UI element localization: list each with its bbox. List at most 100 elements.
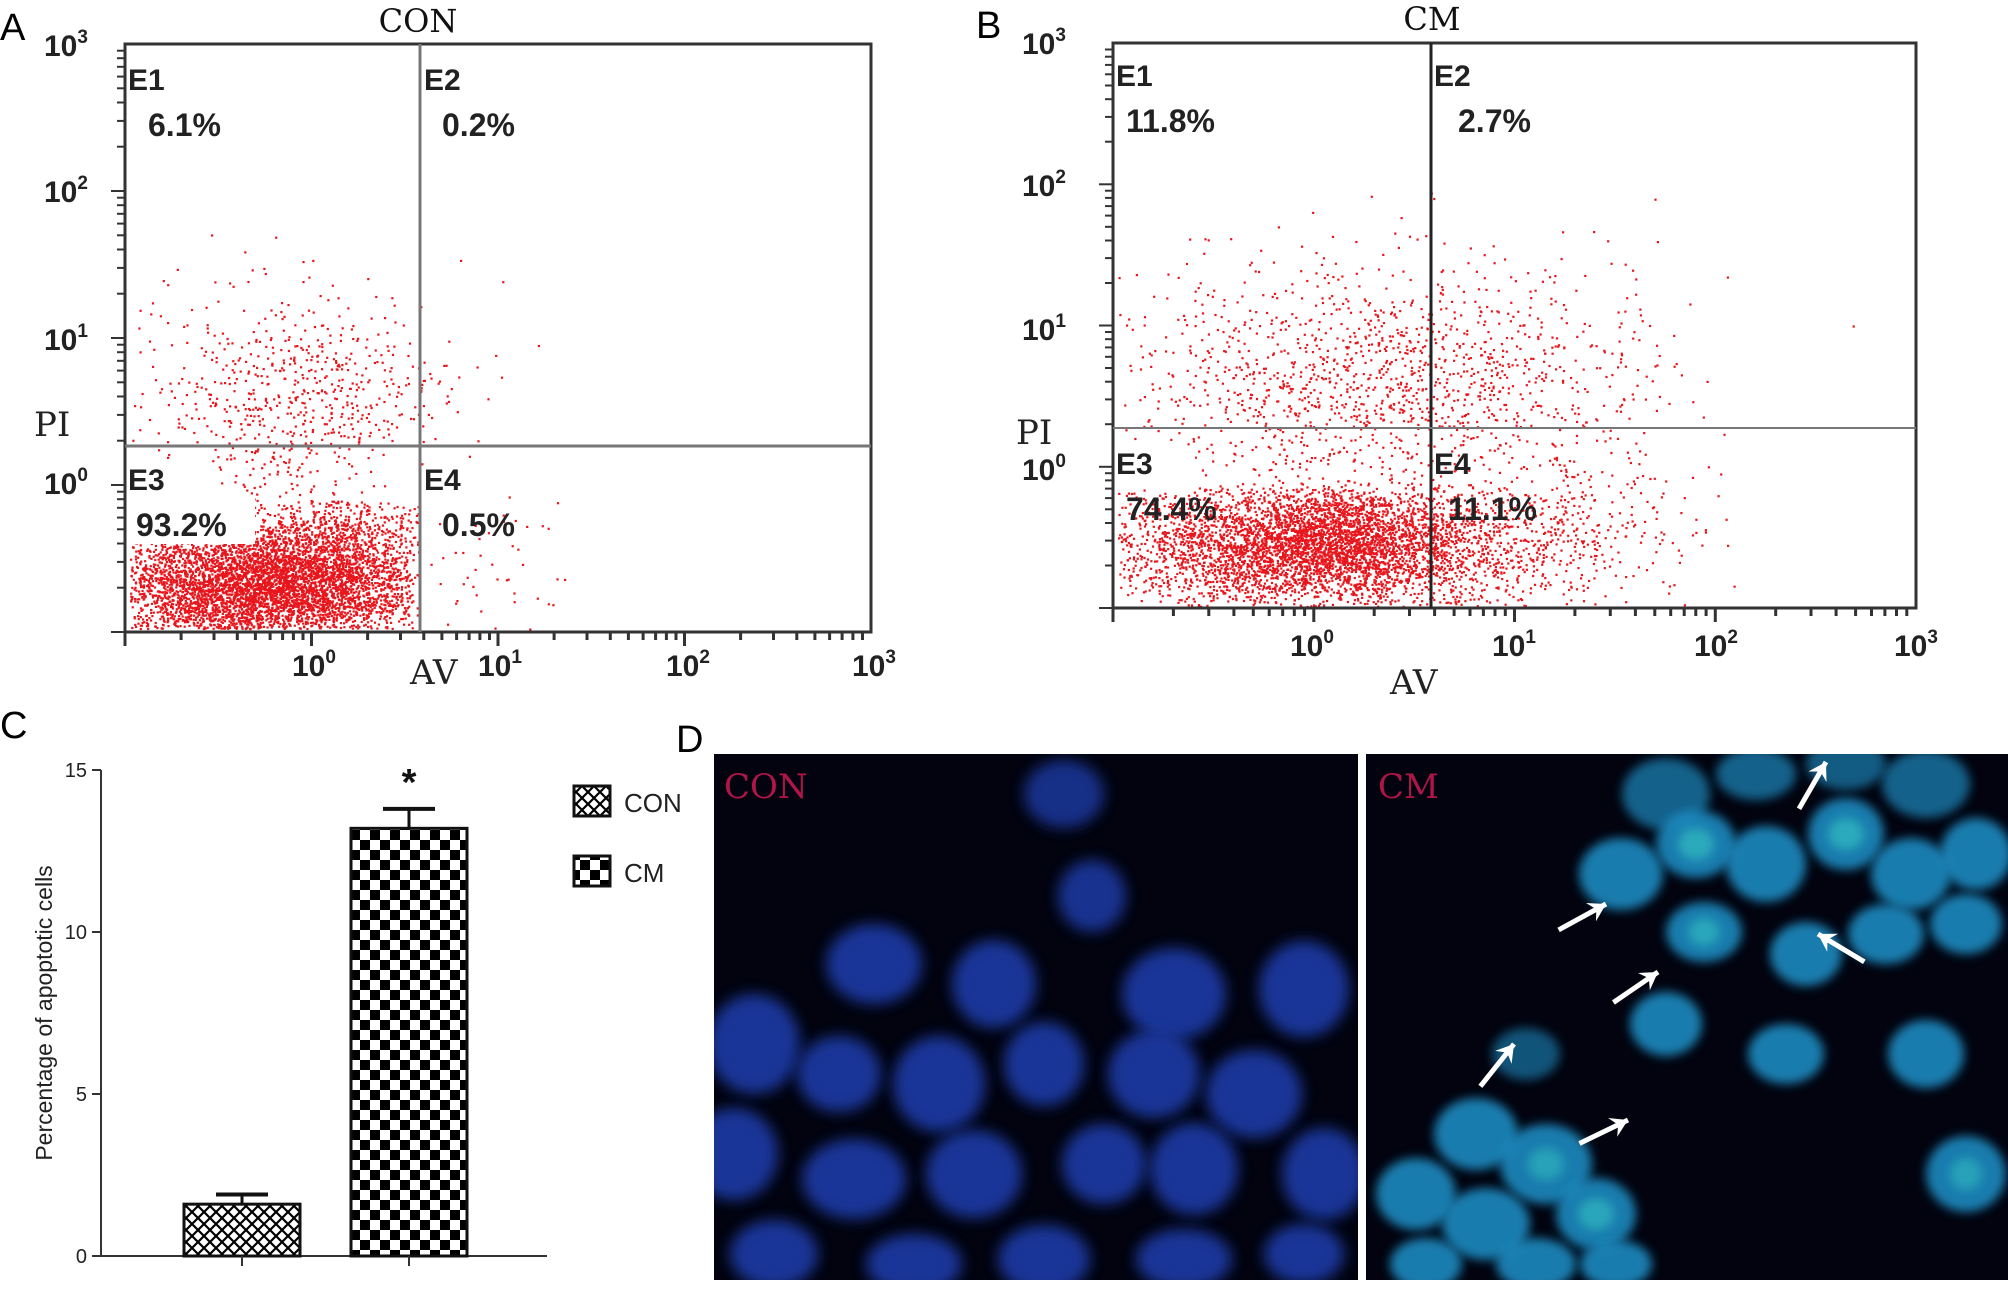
event-dot [313, 516, 316, 519]
event-dot [353, 553, 356, 556]
event-dot [323, 565, 326, 568]
event-dot [188, 552, 191, 555]
event-dot [184, 602, 187, 605]
event-dot [282, 599, 285, 602]
event-dot [281, 614, 284, 617]
event-dot [252, 569, 255, 572]
event-dot [253, 554, 256, 557]
event-dot [227, 593, 230, 596]
event-dot [384, 538, 387, 541]
event-dot [338, 533, 341, 536]
event-dot [277, 504, 280, 507]
event-dot [265, 602, 268, 606]
event-dot [368, 593, 371, 596]
event-dot [373, 562, 376, 565]
event-dot [249, 599, 252, 602]
event-dot [252, 552, 255, 555]
event-dot [232, 600, 235, 603]
event-dot [223, 626, 227, 629]
event-dot [268, 612, 271, 615]
event-dot [249, 614, 252, 618]
event-dot [244, 612, 247, 615]
event-dot [343, 588, 346, 591]
event-dot [388, 536, 391, 539]
event-dot [217, 623, 220, 626]
event-dot [354, 523, 357, 526]
event-dot [295, 541, 299, 544]
event-dot [204, 592, 207, 595]
event-dot [265, 548, 268, 551]
event-dot [277, 560, 280, 563]
event-dot [194, 561, 197, 564]
event-dot [244, 595, 248, 598]
event-dot [176, 569, 179, 572]
event-dot [267, 566, 270, 569]
event-dot [264, 562, 267, 565]
event-dot [259, 590, 262, 594]
event-dot [296, 602, 299, 605]
panel-letter-a: A [0, 7, 26, 49]
event-dot [325, 563, 328, 566]
event-dot [320, 618, 323, 621]
event-dot [210, 564, 213, 567]
event-dot [321, 617, 324, 620]
event-dot [308, 540, 311, 543]
event-dot [386, 539, 389, 542]
event-dot [309, 586, 312, 589]
event-dot [373, 575, 376, 578]
event-dot [256, 600, 259, 603]
event-dot [216, 545, 220, 548]
event-dot [343, 615, 346, 618]
event-dot [370, 571, 373, 575]
event-dot [237, 587, 240, 590]
event-dot [247, 567, 251, 570]
event-dot [259, 556, 262, 559]
event-dot [314, 595, 317, 598]
event-dot [277, 535, 280, 539]
event-dot [252, 611, 255, 614]
event-dot [165, 558, 168, 561]
event-dot [350, 581, 353, 584]
event-dot [335, 544, 339, 547]
event-dot [279, 594, 282, 597]
event-dot [239, 545, 242, 548]
event-dot [359, 601, 362, 604]
event-dot [184, 616, 187, 619]
event-dot [324, 581, 328, 584]
event-dot [312, 590, 315, 593]
event-dot [367, 608, 370, 611]
event-dot [291, 613, 295, 616]
event-dot [301, 573, 304, 576]
event-dot [189, 570, 192, 573]
event-dot [131, 586, 134, 589]
event-dot [360, 501, 363, 504]
event-dot [325, 588, 328, 591]
event-dot [271, 596, 274, 599]
event-dot [282, 624, 285, 628]
event-dot [342, 573, 345, 576]
event-dot [183, 625, 186, 628]
event-dot [357, 531, 360, 534]
event-dot [302, 585, 305, 588]
event-dot [232, 579, 235, 582]
event-dot [320, 533, 324, 536]
event-dot [243, 616, 246, 619]
event-dot [283, 596, 286, 599]
event-dot [250, 560, 253, 563]
event-dot [358, 595, 361, 598]
event-dot [408, 597, 411, 600]
event-dot [249, 578, 252, 581]
event-dot [183, 562, 186, 565]
event-dot [260, 504, 263, 507]
event-dot [356, 594, 359, 597]
event-dot [164, 587, 167, 591]
event-dot [337, 500, 340, 503]
event-dot [331, 565, 335, 568]
event-dot [253, 604, 257, 607]
event-dot [388, 540, 391, 543]
event-dot [224, 549, 227, 552]
event-dot [220, 564, 223, 567]
event-dot [183, 621, 186, 624]
event-dot [354, 529, 357, 532]
event-dot [312, 560, 315, 563]
